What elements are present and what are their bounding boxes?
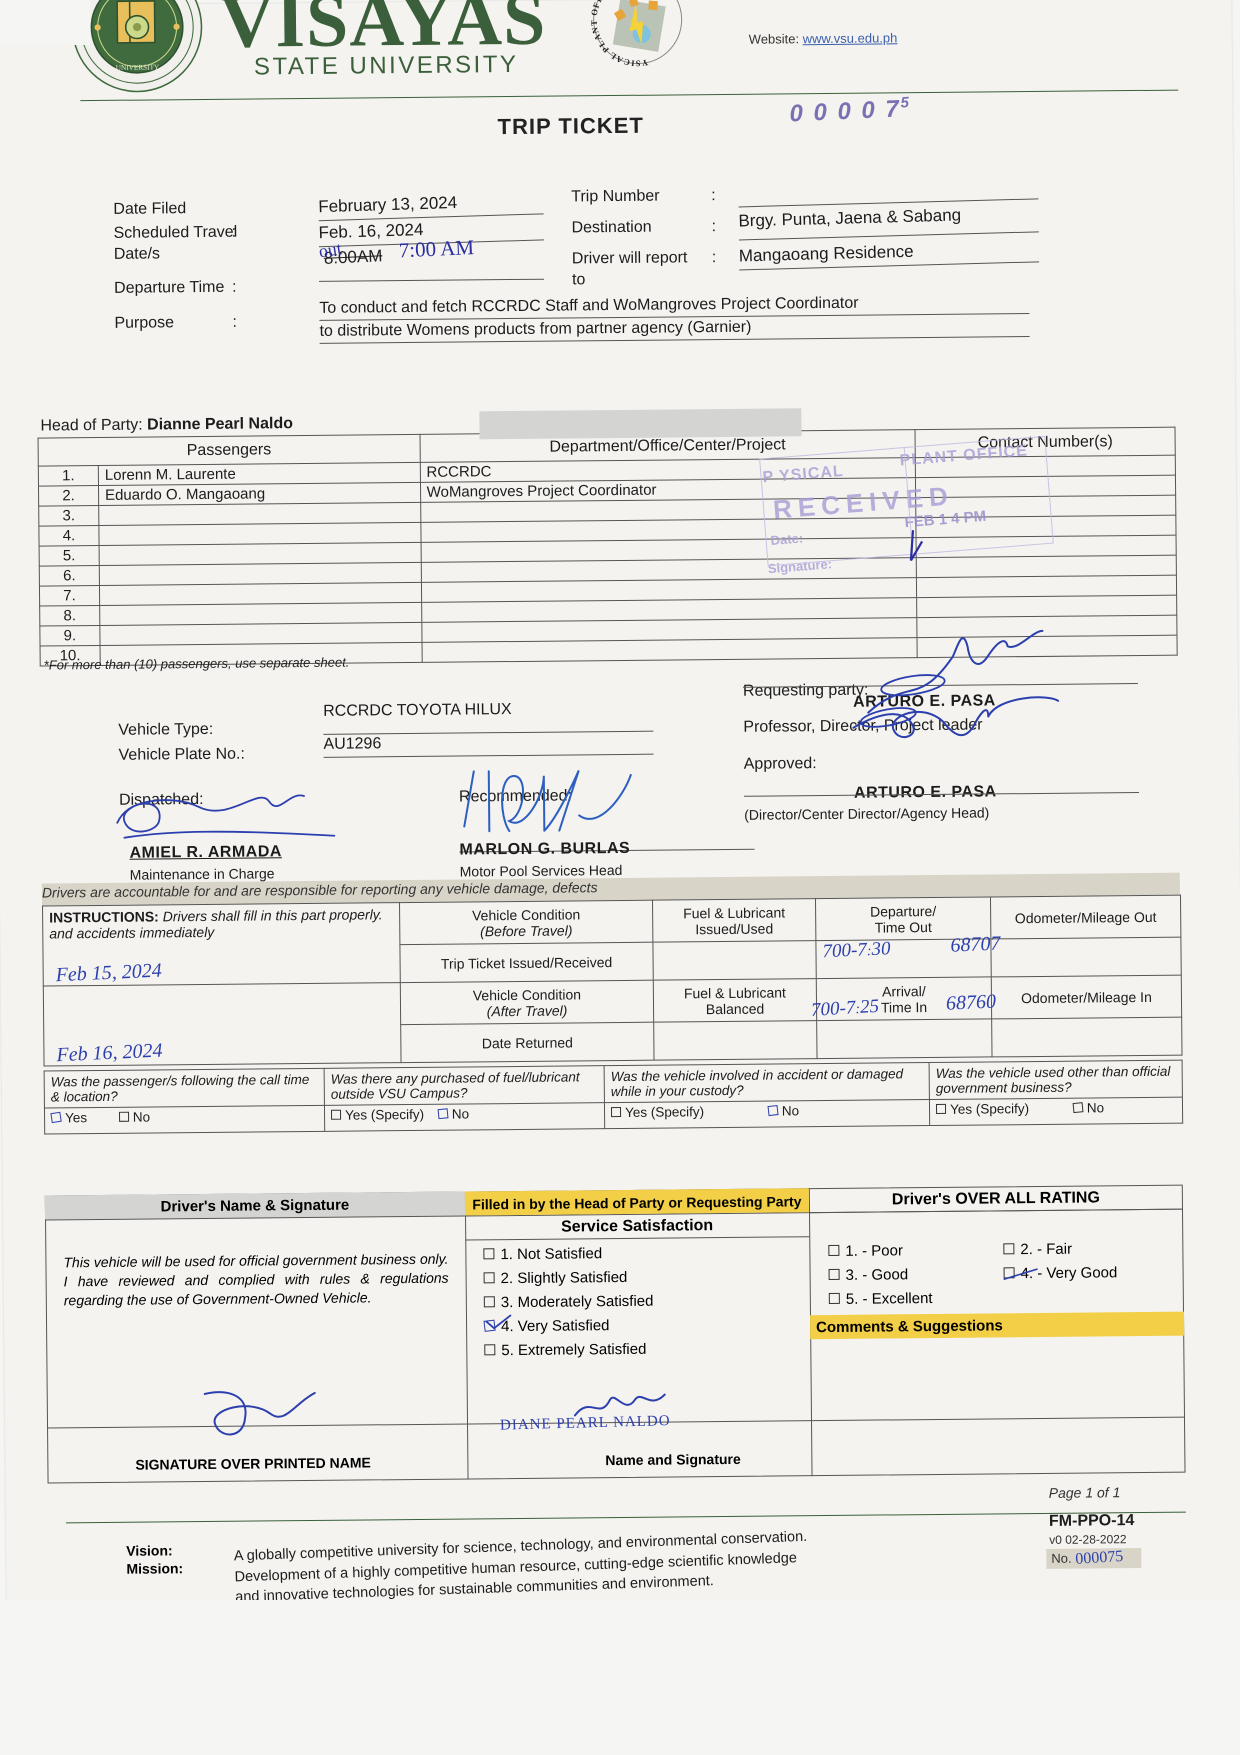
svg-text:UNIVERSITY: UNIVERSITY [116, 63, 160, 71]
